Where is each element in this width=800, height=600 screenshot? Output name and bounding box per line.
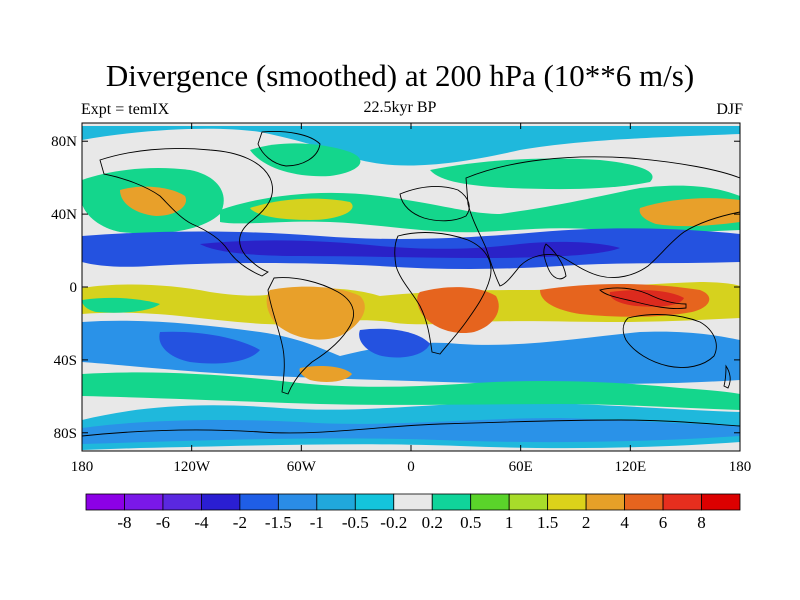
- coastlines: [82, 131, 740, 437]
- colorbar-label: 1.5: [537, 513, 558, 532]
- lon-tick-label: 120W: [173, 459, 211, 475]
- south-atlantic-convergence-core: [359, 328, 430, 358]
- colorbar: -8 -6 -4 -2 -1.5 -1 -0.5 -0.2 0.2 0.5 1 1.5 2 4 6 8: [85, 493, 741, 532]
- colorbar-swatch: [701, 493, 741, 511]
- lon-tick-label: 0: [407, 459, 415, 475]
- colorbar-swatch: [624, 493, 664, 511]
- north-atlantic-core: [250, 198, 353, 220]
- season-label: DJF: [716, 101, 743, 118]
- indonesia-core: [609, 290, 684, 307]
- africa-coast: [394, 232, 492, 355]
- northern-subtropical-core: [200, 240, 620, 258]
- colorbar-label: -4: [194, 513, 209, 532]
- colorbar-swatch: [277, 493, 318, 511]
- colorbar-swatch: [239, 493, 279, 511]
- colorbar-swatch: [316, 493, 356, 511]
- arctic-convergence-band: [82, 126, 740, 166]
- colorbar-label: 8: [697, 513, 706, 532]
- pacific-equatorial-green: [82, 297, 160, 313]
- colorbar-swatch: [508, 493, 549, 511]
- colorbar-label: -8: [117, 513, 131, 532]
- india-coast: [543, 243, 567, 280]
- colorbar-label: -2: [233, 513, 247, 532]
- colorbar-label: -0.2: [380, 513, 407, 532]
- colorbar-label: 0.2: [422, 513, 443, 532]
- time-label: 22.5kyr BP: [363, 99, 437, 116]
- divergence-field: [82, 123, 740, 451]
- colorbar-swatch: [354, 493, 395, 511]
- lat-tick-label: 0: [70, 280, 78, 296]
- colorbar-swatch: [124, 493, 164, 511]
- south-polar-deep-band: [82, 418, 740, 444]
- north-america-divergence: [250, 143, 361, 177]
- colorbar-swatch: [470, 493, 510, 511]
- colorbar-swatch: [585, 493, 625, 511]
- africa-divergence: [417, 287, 499, 334]
- lon-tick-label: 120E: [614, 459, 646, 475]
- lat-tick-label: 40N: [51, 207, 77, 223]
- colorbar-label: -1.5: [265, 513, 292, 532]
- new-zealand-coast: [723, 364, 731, 389]
- southern-midlatitude-green: [82, 372, 740, 410]
- colorbar-swatch: [547, 493, 587, 511]
- colorbar-swatch: [662, 493, 702, 511]
- europe-coast: [399, 186, 470, 222]
- colorbar-swatch: [162, 493, 202, 511]
- colorbar-label: -6: [156, 513, 170, 532]
- lat-tick-label: 80S: [54, 426, 77, 442]
- south-america-divergence: [266, 286, 365, 340]
- asia-north-divergence: [430, 158, 653, 190]
- australia-coast: [622, 314, 717, 368]
- longitude-axis: 180 120W 60W 0 60E 120E 180: [71, 123, 752, 475]
- lon-tick-label: 60W: [287, 459, 317, 475]
- colorbar-label: 1: [505, 513, 514, 532]
- colorbar-label: 6: [659, 513, 668, 532]
- colorbar-swatch: [431, 493, 472, 511]
- east-asia-jet-core: [639, 198, 740, 227]
- colorbar-label: 0.5: [460, 513, 481, 532]
- experiment-label: Expt = temIX: [81, 101, 170, 118]
- southern-midlatitude-orange: [299, 366, 352, 382]
- greenland-coast: [257, 131, 321, 167]
- south-america-coast: [267, 277, 354, 395]
- map-title: Divergence (smoothed) at 200 hPa (10**6 …: [105, 58, 695, 93]
- antarctica-coast: [82, 419, 740, 437]
- north-pacific-core: [120, 186, 187, 216]
- north-atlantic-divergence: [220, 185, 740, 234]
- colorbar-label: -1: [310, 513, 324, 532]
- lat-tick-label: 40S: [54, 353, 77, 369]
- lon-tick-label: 180: [71, 459, 94, 475]
- lon-tick-label: 60E: [509, 459, 533, 475]
- colorbar-label: 2: [582, 513, 591, 532]
- lon-tick-label: 180: [729, 459, 752, 475]
- colorbar-swatch: [85, 493, 125, 511]
- latitude-axis: 80N 40N 0 40S 80S: [51, 134, 740, 442]
- colorbar-label: -0.5: [342, 513, 369, 532]
- colorbar-swatch: [201, 493, 241, 511]
- indonesia-coast: [599, 287, 687, 309]
- north-america-coast: [99, 148, 273, 277]
- lat-tick-label: 80N: [51, 134, 77, 150]
- asia-coast: [465, 156, 740, 287]
- south-pacific-convergence-core: [159, 331, 260, 364]
- colorbar-swatch: [393, 493, 433, 511]
- colorbar-label: 4: [620, 513, 629, 532]
